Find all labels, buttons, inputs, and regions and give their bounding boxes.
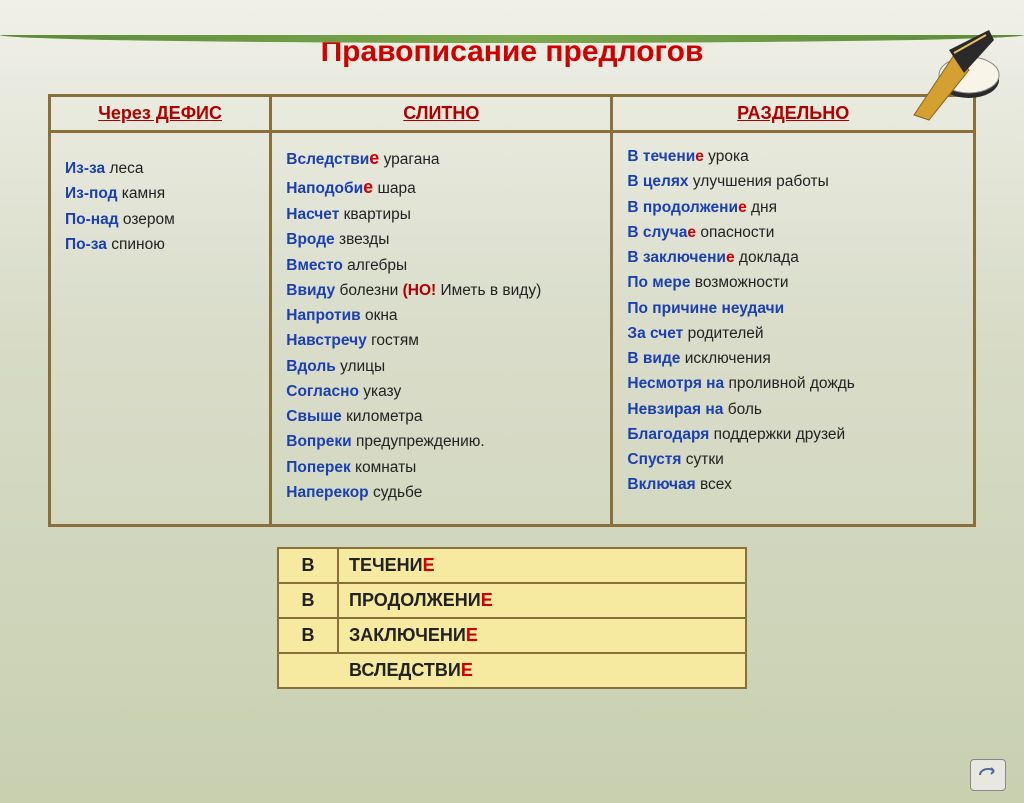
list-item: Поперек комнаты: [286, 456, 596, 479]
back-button[interactable]: [970, 759, 1006, 791]
list-item: По-за спиною: [65, 233, 255, 256]
list-item: Невзирая на боль: [627, 398, 959, 421]
list-item: Благодаря поддержки друзей: [627, 423, 959, 446]
summary-row: ВПРОДОЛЖЕНИЕ: [279, 584, 745, 619]
list-item: Включая всех: [627, 473, 959, 496]
list-item: Вследствие урагана: [286, 145, 596, 172]
list-item: Вроде звезды: [286, 228, 596, 251]
summary-box: ВТЕЧЕНИЕВПРОДОЛЖЕНИЕВЗАКЛЮЧЕНИЕВСЛЕДСТВИ…: [277, 547, 747, 689]
header-together: СЛИТНО: [272, 97, 610, 133]
list-item: В течение урока: [627, 145, 959, 168]
list-item: В случае опасности: [627, 221, 959, 244]
summary-row: ВСЛЕДСТВИЕ: [279, 654, 745, 687]
body-together: Вследствие ураганаНаподобие шараНасчет к…: [272, 133, 610, 524]
column-together: СЛИТНО Вследствие ураганаНаподобие шараН…: [272, 97, 613, 524]
list-item: В целях улучшения работы: [627, 170, 959, 193]
summary-row: ВТЕЧЕНИЕ: [279, 549, 745, 584]
list-item: Наподобие шара: [286, 174, 596, 201]
list-item: В заключение доклада: [627, 246, 959, 269]
summary-row: ВЗАКЛЮЧЕНИЕ: [279, 619, 745, 654]
list-item: Вместо алгебры: [286, 254, 596, 277]
body-hyphen: Из-за лесаИз-под камня По-над озеромПо-за…: [51, 133, 269, 276]
list-item: Из-под камня: [65, 182, 255, 205]
list-item: Спустя сутки: [627, 448, 959, 471]
list-item: По-над озером: [65, 208, 255, 231]
list-item: Насчет квартиры: [286, 203, 596, 226]
rules-table: Через ДЕФИС Из-за лесаИз-под камня По-над…: [48, 94, 976, 527]
list-item: Вопреки предупреждению.: [286, 430, 596, 453]
body-separate: В течение урокаВ целях улучшения работы В…: [613, 133, 973, 517]
list-item: Вдоль улицы: [286, 355, 596, 378]
list-item: Ввиду болезни (НО! Иметь в виду): [286, 279, 596, 302]
list-item: Навстречу гостям: [286, 329, 596, 352]
list-item: По мере возможности: [627, 271, 959, 294]
list-item: Из-за леса: [65, 157, 255, 180]
list-item: В продолжение дня: [627, 196, 959, 219]
list-item: Согласно указу: [286, 380, 596, 403]
list-item: За счет родителей: [627, 322, 959, 345]
column-hyphen: Через ДЕФИС Из-за лесаИз-под камня По-над…: [51, 97, 272, 524]
pen-icon: [894, 25, 1004, 125]
column-separate: РАЗДЕЛЬНО В течение урокаВ целях улучшен…: [613, 97, 973, 524]
list-item: Напротив окна: [286, 304, 596, 327]
list-item: По причине неудачи: [627, 297, 959, 320]
list-item: В виде исключения: [627, 347, 959, 370]
list-item: Свыше километра: [286, 405, 596, 428]
list-item: Наперекор судьбе: [286, 481, 596, 504]
list-item: Несмотря на проливной дождь: [627, 372, 959, 395]
header-hyphen: Через ДЕФИС: [51, 97, 269, 133]
